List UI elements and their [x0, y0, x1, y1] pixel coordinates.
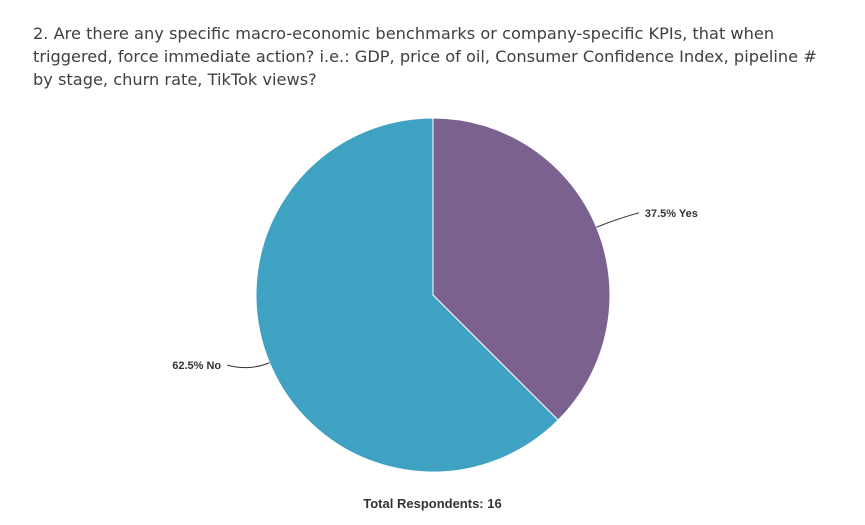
slice-label-yes: 37.5% Yes [645, 208, 698, 220]
total-respondents: Total Respondents: 16 [363, 496, 502, 511]
pie-chart: 37.5% Yes 62.5% No [172, 117, 698, 473]
question-title: 2. Are there any specific macro-economic… [33, 24, 817, 89]
leader-line-no [227, 362, 270, 369]
slice-label-no: 62.5% No [172, 360, 221, 372]
pie-labels: 37.5% Yes 62.5% No [172, 208, 698, 372]
pie-slice-no [255, 117, 559, 473]
pie-leader-lines [227, 212, 639, 369]
leader-line-yes [596, 212, 639, 228]
pie-slices [255, 117, 611, 473]
